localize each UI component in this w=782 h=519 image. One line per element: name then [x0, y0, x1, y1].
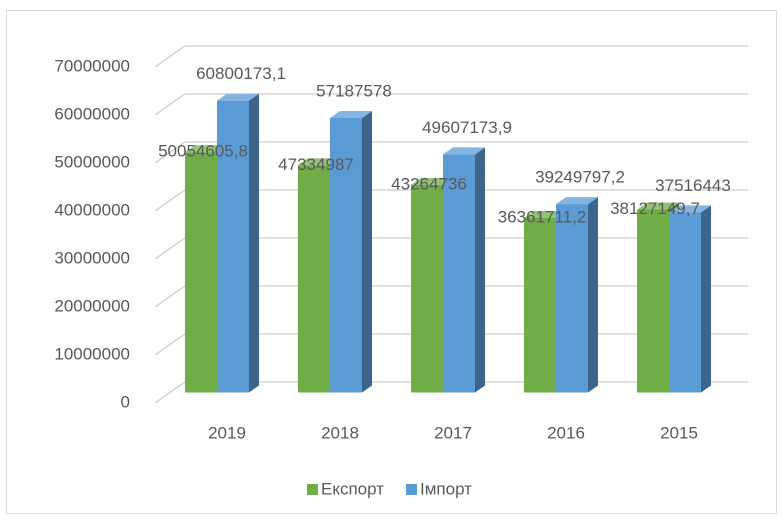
- bar-top: [217, 93, 259, 101]
- bar-top: [443, 147, 485, 155]
- bar-top: [556, 197, 598, 205]
- grid-line: [154, 93, 748, 116]
- bar-top: [330, 110, 372, 118]
- legend-swatch: [406, 484, 417, 495]
- data-label: 37516443: [655, 176, 731, 195]
- bar: [330, 117, 362, 393]
- data-label: 43264736: [391, 174, 467, 193]
- bar: [669, 212, 701, 393]
- x-tick-label: 2015: [660, 423, 698, 442]
- grid-line: [154, 45, 748, 68]
- bar-side: [362, 110, 372, 393]
- y-tick-label: 40000000: [54, 200, 130, 219]
- data-label: 49607173,9: [422, 118, 512, 137]
- data-label: 50054605,8: [158, 142, 248, 161]
- bar: [637, 209, 669, 393]
- y-tick-label: 30000000: [54, 248, 130, 267]
- bar: [298, 165, 330, 393]
- bar-top: [185, 145, 227, 153]
- data-label: 57187578: [316, 81, 392, 100]
- data-label: 36361711,2: [498, 207, 587, 226]
- bar: [556, 204, 588, 393]
- bar-top: [411, 177, 453, 185]
- data-label: 39249797,2: [535, 168, 625, 187]
- legend-label: Експорт: [321, 479, 384, 498]
- y-tick-label: 60000000: [54, 104, 130, 123]
- y-tick-label: 70000000: [54, 56, 130, 75]
- bar-top: [524, 210, 566, 218]
- bar-side: [588, 197, 598, 393]
- data-label: 38127149,7: [610, 199, 700, 218]
- x-tick-label: 2017: [434, 423, 472, 442]
- data-label: 47334987: [278, 155, 354, 174]
- bar: [217, 100, 249, 393]
- bar: [411, 184, 443, 393]
- bar: [185, 152, 217, 393]
- y-tick-label: 10000000: [54, 344, 130, 363]
- bar-top: [669, 205, 711, 213]
- bar-top: [298, 158, 340, 166]
- bar-side: [701, 205, 711, 393]
- x-tick-label: 2016: [547, 423, 585, 442]
- y-tick-label: 50000000: [54, 152, 130, 171]
- bar: [443, 154, 475, 393]
- bar-top: [637, 202, 679, 210]
- bar-side: [475, 147, 485, 393]
- bar-side: [249, 93, 259, 393]
- y-tick-label: 0: [121, 392, 130, 411]
- x-tick-label: 2018: [321, 423, 359, 442]
- bar: [524, 217, 556, 393]
- legend-label: Імпорт: [420, 479, 472, 498]
- y-tick-label: 20000000: [54, 296, 130, 315]
- grid-line: [154, 141, 748, 164]
- data-label: 60800173,1: [196, 64, 286, 83]
- legend-swatch: [307, 484, 318, 495]
- x-tick-label: 2019: [208, 423, 246, 442]
